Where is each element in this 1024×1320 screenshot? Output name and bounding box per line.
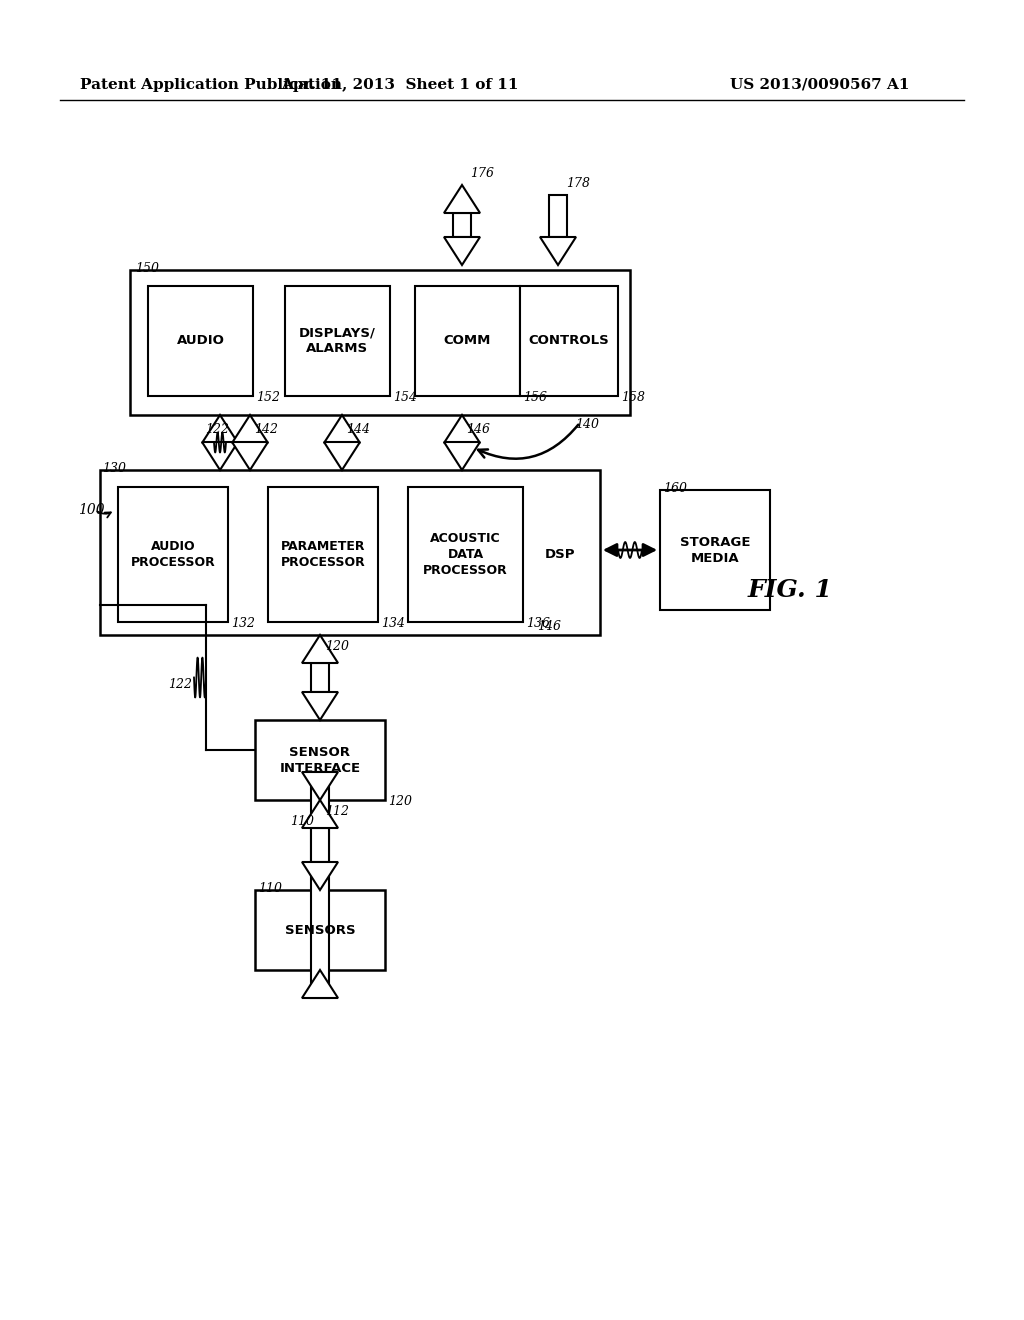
Bar [285,286,390,396]
Text: 160: 160 [663,482,687,495]
Text: DSP: DSP [545,549,575,561]
Bar [148,286,253,396]
Text: 110: 110 [258,882,282,895]
Text: US 2013/0090567 A1: US 2013/0090567 A1 [730,78,909,92]
Polygon shape [540,238,575,265]
Bar [520,286,618,396]
Text: 130: 130 [102,462,126,475]
Text: 136: 136 [526,616,550,630]
Text: 112: 112 [325,805,349,818]
Text: 100: 100 [78,503,104,517]
Polygon shape [444,238,480,265]
Bar [408,487,523,622]
Polygon shape [302,970,338,998]
Text: Apr. 11, 2013  Sheet 1 of 11: Apr. 11, 2013 Sheet 1 of 11 [282,78,519,92]
Bar [118,487,228,622]
Text: 110: 110 [290,814,314,828]
Text: 140: 140 [575,417,599,430]
Bar [255,719,385,800]
Text: 122: 122 [205,422,229,436]
Text: 120: 120 [388,795,412,808]
Text: 144: 144 [346,422,370,436]
Bar [311,828,329,862]
Text: 178: 178 [566,177,590,190]
Polygon shape [302,635,338,663]
Text: 132: 132 [231,616,255,630]
Text: 146: 146 [466,422,490,436]
Text: AUDIO: AUDIO [176,334,224,347]
Text: STORAGE
MEDIA: STORAGE MEDIA [680,536,751,565]
Text: 120: 120 [325,640,349,653]
Text: 158: 158 [621,391,645,404]
Text: ACOUSTIC
DATA
PROCESSOR: ACOUSTIC DATA PROCESSOR [423,532,508,577]
Bar [100,470,600,635]
Bar [549,195,567,238]
Polygon shape [232,442,268,470]
Polygon shape [202,442,238,470]
Text: PARAMETER
PROCESSOR: PARAMETER PROCESSOR [281,540,366,569]
Text: SENSOR
INTERFACE: SENSOR INTERFACE [280,746,360,775]
Polygon shape [302,800,338,828]
Text: 156: 156 [523,391,547,404]
Polygon shape [202,414,238,444]
Polygon shape [444,442,480,470]
Polygon shape [232,414,268,444]
Bar [130,271,630,414]
Text: 122: 122 [168,677,193,690]
Bar [660,490,770,610]
Text: 146: 146 [537,620,561,634]
Bar [311,772,329,998]
Text: COMM: COMM [443,334,492,347]
Bar [453,213,471,238]
Bar [415,286,520,396]
Text: 150: 150 [135,261,159,275]
Bar [255,890,385,970]
Text: AUDIO
PROCESSOR: AUDIO PROCESSOR [131,540,215,569]
Polygon shape [324,442,360,470]
Polygon shape [444,185,480,213]
Text: Patent Application Publication: Patent Application Publication [80,78,342,92]
Text: 134: 134 [381,616,406,630]
Text: CONTROLS: CONTROLS [528,334,609,347]
Text: DISPLAYS/
ALARMS: DISPLAYS/ ALARMS [299,326,376,355]
Bar [311,663,329,692]
Polygon shape [302,692,338,719]
Text: SENSORS: SENSORS [285,924,355,936]
Polygon shape [324,414,360,444]
Text: FIG. 1: FIG. 1 [748,578,833,602]
Bar [268,487,378,622]
Text: 152: 152 [256,391,280,404]
Polygon shape [302,862,338,890]
Polygon shape [444,414,480,444]
Text: 142: 142 [254,422,278,436]
Text: 176: 176 [470,168,494,180]
Polygon shape [302,772,338,800]
Text: 154: 154 [393,391,417,404]
